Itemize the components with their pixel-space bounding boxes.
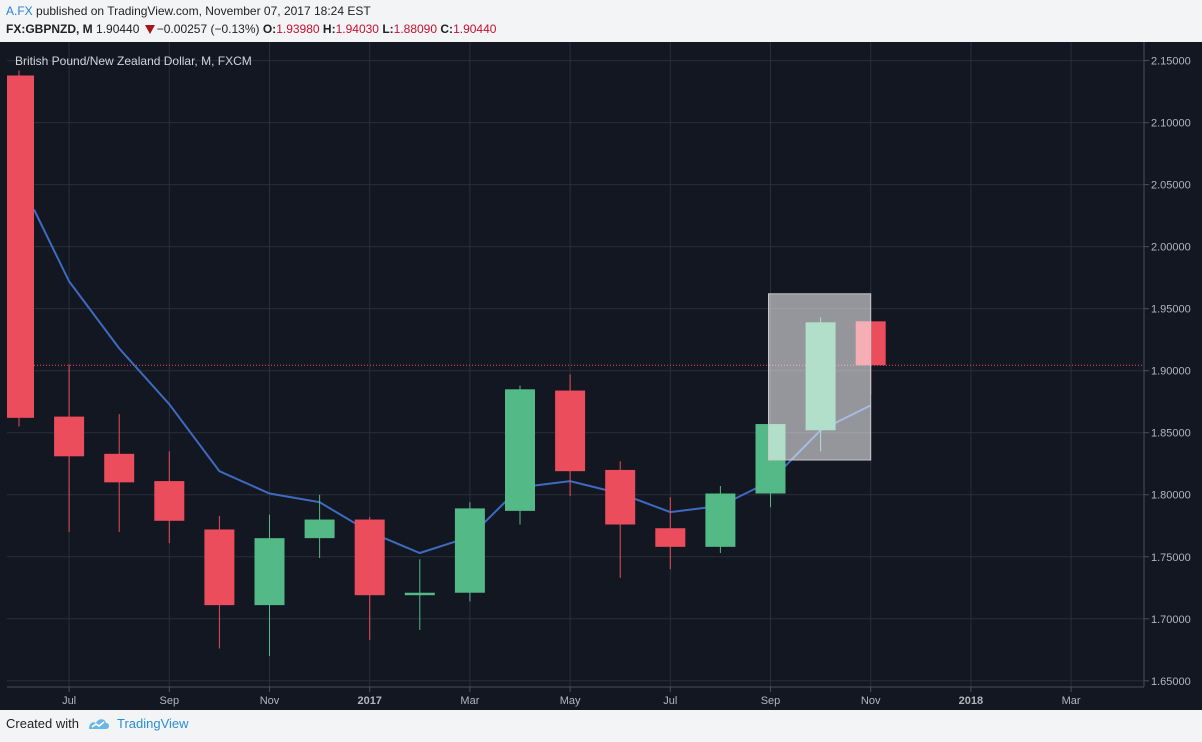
chart-title: British Pound/New Zealand Dollar, M, FXC… xyxy=(15,54,252,68)
x-tick-label: 2018 xyxy=(959,695,983,707)
symbol-label: FX:GBPNZD, M xyxy=(6,22,93,36)
close-label: C: xyxy=(440,22,454,36)
candle xyxy=(7,70,34,427)
price-change: −0.00257 (−0.13%) xyxy=(156,22,260,36)
last-price: 1.90440 xyxy=(96,22,140,36)
x-tick-label: May xyxy=(560,695,581,707)
published-text: published on TradingView.com, November 0… xyxy=(36,4,371,18)
created-with-text: Created with xyxy=(6,716,79,731)
high-value: 1.94030 xyxy=(335,22,379,36)
candle-body xyxy=(705,493,736,547)
candle xyxy=(605,461,636,578)
x-tick-label: Mar xyxy=(460,695,479,707)
open-value: 1.93980 xyxy=(276,22,320,36)
author-link[interactable]: A.FX xyxy=(6,4,33,18)
candle xyxy=(54,364,85,532)
candle xyxy=(655,497,686,570)
low-label: L: xyxy=(382,22,394,36)
y-tick-label: 1.95000 xyxy=(1151,304,1191,316)
y-tick-label: 1.75000 xyxy=(1151,552,1191,564)
candle-body xyxy=(304,519,335,539)
candle xyxy=(705,486,736,554)
x-tick-label: Nov xyxy=(861,695,881,707)
y-tick-label: 1.90000 xyxy=(1151,366,1191,378)
candle-body xyxy=(505,389,535,511)
candle xyxy=(104,414,135,532)
x-tick-label: 2017 xyxy=(357,695,381,707)
down-arrow-icon xyxy=(144,25,155,34)
tradingview-brand-link[interactable]: TradingView xyxy=(116,716,189,731)
symbol-info: FX:GBPNZD, M 1.90440 −0.00257 (−0.13%) O… xyxy=(6,22,496,36)
candle-body xyxy=(655,528,686,547)
price-chart[interactable]: 1.65000 1.70000 1.75000 1.80000 1.85000 1.900… xyxy=(0,42,1202,710)
close-value: 1.90440 xyxy=(453,22,497,36)
candle-body xyxy=(555,390,586,472)
x-tick-label: Mar xyxy=(1062,695,1081,707)
x-tick-label: Sep xyxy=(761,695,781,707)
candle xyxy=(154,451,185,544)
y-axis[interactable]: 1.65000 1.70000 1.75000 1.80000 1.85000 1.900… xyxy=(1144,56,1191,688)
candle xyxy=(354,517,385,640)
y-tick-label: 1.65000 xyxy=(1151,676,1191,688)
chart-background xyxy=(0,42,1202,710)
candle xyxy=(254,514,285,656)
high-label: H: xyxy=(322,22,336,36)
open-label: O: xyxy=(262,22,277,36)
x-axis[interactable]: Jul Sep Nov 2017 Mar May Jul Sep Nov 2018 Mar xyxy=(62,687,1081,707)
x-tick-label: Sep xyxy=(160,695,180,707)
candle-body xyxy=(254,538,285,606)
candle-body xyxy=(605,469,636,525)
candle xyxy=(204,515,235,649)
candle-body xyxy=(354,519,385,596)
candle-body xyxy=(7,75,34,418)
y-tick-label: 2.00000 xyxy=(1151,242,1191,254)
x-tick-label: Jul xyxy=(663,695,677,707)
y-tick-label: 1.70000 xyxy=(1151,614,1191,626)
candle xyxy=(404,559,435,630)
y-tick-label: 1.85000 xyxy=(1151,428,1191,440)
candle-body xyxy=(454,508,485,593)
low-value: 1.88090 xyxy=(393,22,438,36)
y-tick-label: 1.80000 xyxy=(1151,490,1191,502)
footer: Created with TradingView xyxy=(6,716,189,731)
highlight-box xyxy=(768,293,872,461)
candle xyxy=(304,494,335,558)
x-tick-label: Jul xyxy=(62,695,76,707)
candle-body xyxy=(54,416,85,457)
candle xyxy=(454,502,485,602)
highlight-layer xyxy=(768,293,872,461)
y-axis-panel xyxy=(1144,42,1202,710)
candle-body xyxy=(204,529,235,606)
tradingview-logo-icon xyxy=(88,718,109,729)
y-tick-label: 2.05000 xyxy=(1151,180,1191,192)
y-tick-label: 2.10000 xyxy=(1151,118,1191,130)
publish-info: A.FX published on TradingView.com, Novem… xyxy=(6,4,371,18)
y-tick-label: 2.15000 xyxy=(1151,56,1191,68)
candle xyxy=(555,374,586,496)
candle-body xyxy=(154,481,185,521)
candle-body xyxy=(104,453,135,483)
x-tick-label: Nov xyxy=(260,695,280,707)
candle-body xyxy=(404,592,435,596)
candle xyxy=(505,385,535,525)
